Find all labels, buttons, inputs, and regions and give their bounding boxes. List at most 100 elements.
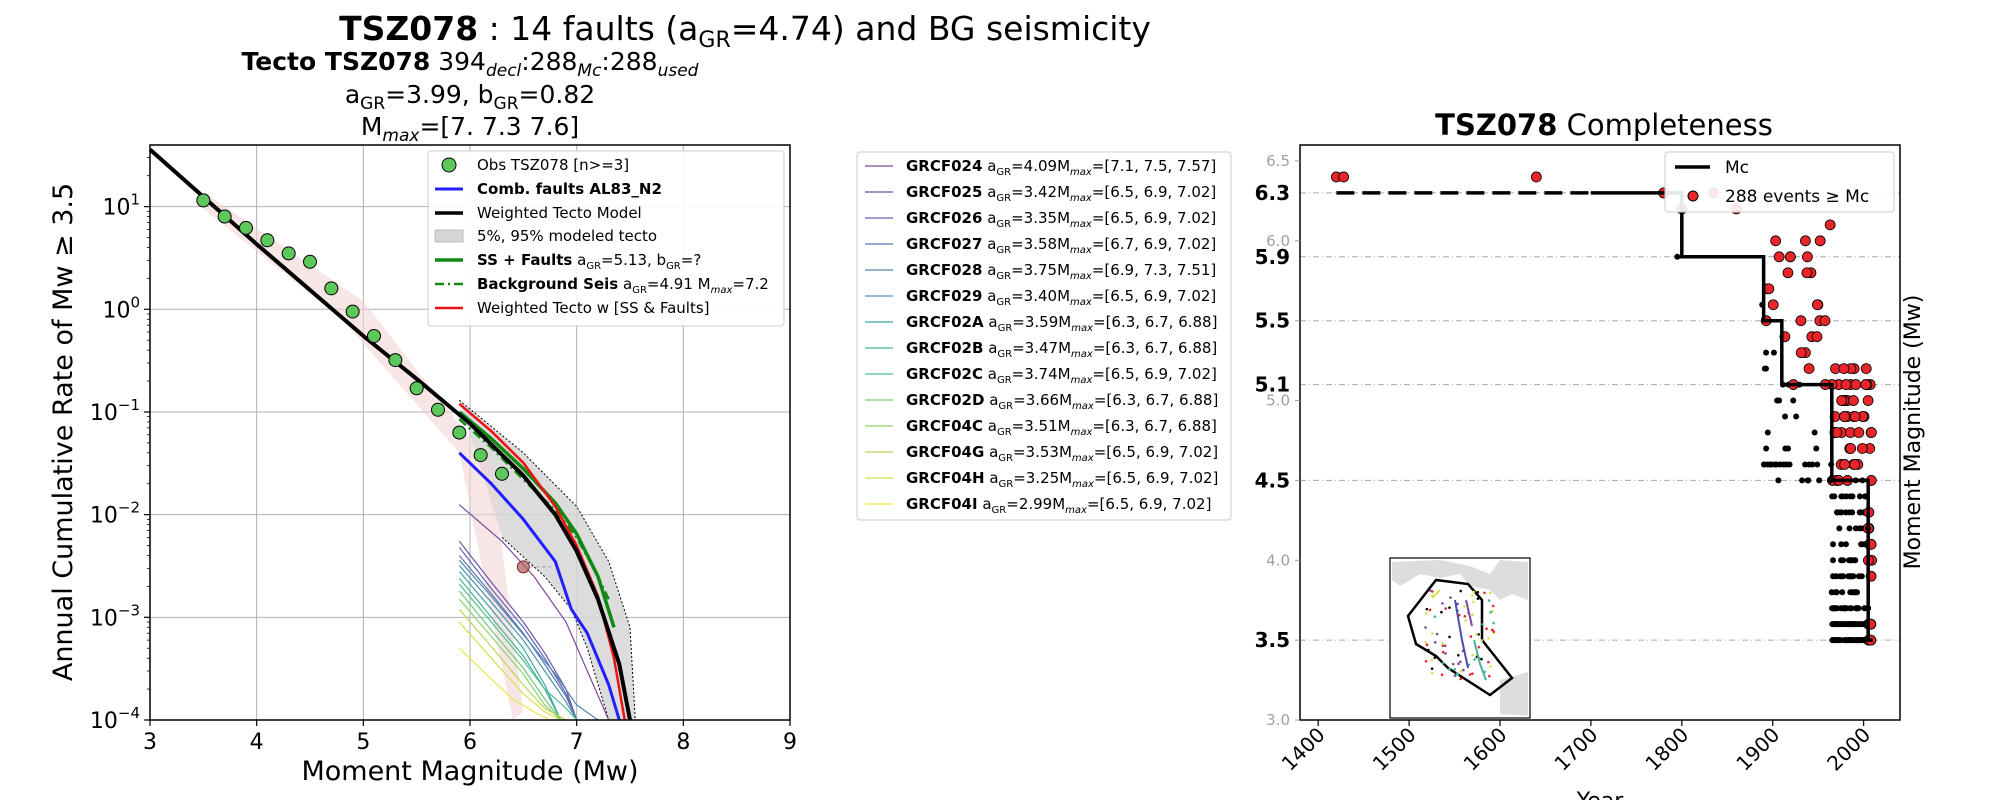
inset-map-zone-boundary [1406,578,1514,697]
mfd-panel-title: Tecto TSZ078 394decl:288Mc:288used aGR=3… [242,47,699,146]
inset-epicenter [1424,659,1428,663]
event-above-mc [1848,395,1859,406]
inset-epicenter [1448,635,1451,639]
event-below-mc [1763,349,1770,356]
inset-epicenter [1456,653,1460,657]
inset-map-fault-trace [1431,589,1441,599]
event-above-mc [1795,347,1807,359]
fault-curve-grcf02a [458,571,562,721]
inset-epicenter [1471,672,1474,675]
event-below-mc [1838,541,1845,548]
event-above-mc [1338,171,1350,183]
inset-epicenter [1471,653,1474,657]
event-below-mc [1844,637,1851,644]
obs-point [239,220,253,235]
completeness-mc-tick-label: 5.1 [1255,373,1290,397]
event-below-mc [1782,413,1789,420]
event-above-mc [1866,427,1877,438]
inset-epicenter [1472,590,1476,594]
mfd-legend: Obs TSZ078 [n>=3] Comb. faults AL83_N2 W… [427,150,785,327]
event-below-mc [1838,509,1845,516]
fault-curve-grcf04i [458,647,551,721]
inset-epicenter [1470,594,1474,597]
fault-legend-label-grcf04h: GRCF04H aGR=3.25Mmax=[6.5, 6.9, 7.02] [906,469,1218,490]
inset-epicenter [1477,645,1481,649]
inset-epicenter [1443,644,1447,648]
inset-epicenter [1426,648,1430,652]
completeness-events [1330,171,1878,646]
inset-epicenter [1456,602,1459,606]
fault-legend-label-grcf025: GRCF025 aGR=3.42Mmax=[6.5, 6.9, 7.02] [906,183,1216,204]
event-below-mc [1846,525,1853,532]
inset-epicenter [1488,591,1492,595]
event-below-mc [1793,413,1800,420]
inset-epicenter [1448,667,1451,671]
mfd-x-tick-label: 3 [143,730,157,755]
obs-point [367,328,381,343]
completeness-chart: TSZ078 Completeness 1400 1500 1600 1700 1800… [1255,108,1926,800]
inset-epicenter [1472,600,1475,604]
legend-label-mc: Mc [1725,158,1749,178]
event-below-mc [1777,461,1784,468]
completeness-mc-tick-label: 4.5 [1255,468,1290,492]
event-below-mc [1858,573,1865,580]
fault-legend-label-grcf04c: GRCF04C aGR=3.51Mmax=[6.3, 6.7, 6.88] [906,417,1217,438]
inset-epicenter [1473,658,1476,661]
event-above-mc [1849,459,1861,470]
legend-label-band: 5%, 95% modeled tecto [477,227,657,245]
obs-point [473,448,488,463]
event-below-mc [1838,493,1845,500]
obs-point [495,466,509,481]
event-above-mc [1838,363,1850,375]
fault-curve-grcf025 [458,540,578,721]
mfd-y-tick-label: 10−4 [90,704,140,734]
inset-epicenter [1492,630,1495,633]
legend-marker-obs [441,157,457,173]
inset-epicenter [1481,623,1484,626]
mfd-y-tick-label: 101 [102,191,140,221]
completeness-mc-tick-label: 5.9 [1255,245,1290,269]
event-below-mc [1831,493,1838,500]
fault-curve-grcf04h [458,621,561,721]
mfd-chart: 3 4 5 6 7 8 9 10−4 10−3 10−2 10−1 100 101 Moment Ma… [48,144,797,787]
completeness-legend: Mc 288 events ≥ Mc [1664,151,1895,213]
legend-label-ss: SS + Faults aGR=5.13, bGR=? [477,251,701,272]
obs-point [409,381,424,396]
inset-epicenter [1431,632,1434,635]
event-below-mc [1841,605,1848,612]
completeness-mc-tick-label: 6.3 [1255,181,1290,205]
inset-epicenter [1487,637,1490,640]
event-below-mc [1829,637,1836,644]
mfd-y-ticks: 10−4 10−3 10−2 10−1 100 101 [90,157,150,734]
inset-epicenter [1441,602,1444,605]
inset-epicenter [1440,610,1443,614]
series-weighted-tecto-model [148,148,632,721]
completeness-x-tick-label: 1500 [1368,723,1421,776]
event-below-mc [1834,621,1841,628]
mfd-series [148,148,632,721]
inset-epicenter [1453,667,1457,671]
event-below-mc [1842,541,1849,548]
completeness-y-tick-label: 4.0 [1266,551,1290,569]
mfd-y-tick-label: 10−1 [90,396,140,426]
fault-legend-box [856,151,1232,521]
mfd-y-tick-label: 10−2 [90,499,140,529]
inset-epicenter [1487,599,1491,602]
fault-legend: GRCF024 aGR=4.09Mmax=[7.1, 7.5, 7.57] GRC… [856,151,1232,521]
event-below-mc [1813,445,1820,452]
series-background-seis [458,418,610,600]
fault-curve-grcf02d [458,590,562,721]
event-above-mc [1853,427,1865,438]
inset-epicenter [1468,673,1472,676]
inset-epicenter [1459,589,1462,593]
event-below-mc [1674,253,1681,260]
event-below-mc [1811,429,1818,436]
event-below-mc [1814,461,1821,468]
event-above-mc [1801,267,1813,279]
mfd-y-tick-label: 10−3 [90,601,140,631]
fault-legend-label-grcf027: GRCF027 aGR=3.58Mmax=[6.7, 6.9, 7.02] [906,235,1216,256]
event-below-mc [1809,461,1816,468]
fault-curve-grcf04g [458,608,567,721]
inset-epicenter [1485,627,1488,630]
